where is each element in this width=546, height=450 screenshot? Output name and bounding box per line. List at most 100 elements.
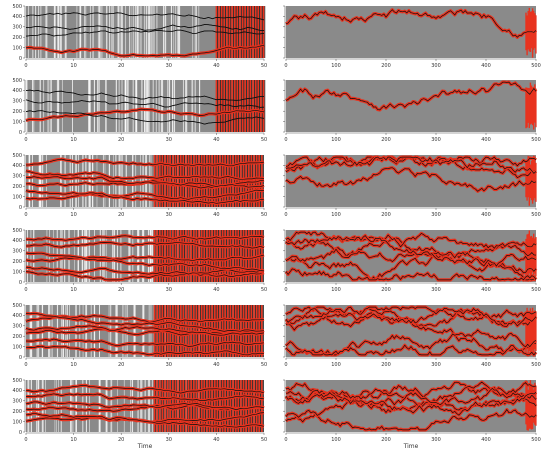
- series-line: [25, 325, 265, 336]
- series-line: [285, 167, 537, 192]
- x-tick-label: 10: [70, 63, 76, 69]
- x-tick-label: 500: [531, 287, 541, 293]
- series-line: [285, 408, 537, 431]
- x-tick-label: 10: [70, 437, 76, 443]
- x-tick-label: 0: [284, 287, 287, 293]
- y-tick-label: 500: [12, 378, 22, 384]
- panel-r4-right: 0 100 200 300 400 500: [283, 229, 541, 293]
- x-tick-label: 10: [70, 362, 76, 368]
- x-tick-label: 400: [481, 212, 491, 218]
- x-tick-label: 40: [213, 437, 219, 443]
- series-line: [25, 266, 265, 275]
- y-tick-label: 200: [12, 409, 22, 415]
- series-line: [25, 312, 265, 332]
- x-tick-label: 30: [166, 137, 172, 143]
- y-tick-label: 100: [12, 419, 22, 425]
- x-tick-label: 100: [331, 287, 341, 293]
- series-line: [285, 81, 537, 111]
- series-line: [25, 110, 265, 125]
- y-tick-label: 100: [12, 194, 22, 200]
- x-tick-label: 30: [166, 362, 172, 368]
- x-tick-label: 0: [284, 437, 287, 443]
- x-tick-label: 0: [284, 362, 287, 368]
- x-axis-title: Time: [137, 443, 153, 450]
- y-tick-label: 0: [19, 355, 22, 361]
- x-tick-label: 50: [261, 212, 267, 218]
- y-tick-label: 200: [12, 35, 22, 41]
- x-tick-label: 10: [70, 137, 76, 143]
- y-tick-label: 400: [12, 14, 22, 20]
- series-line: [25, 99, 265, 108]
- series-line: [285, 381, 537, 407]
- x-tick-label: 500: [531, 137, 541, 143]
- series-line: [25, 89, 265, 101]
- y-tick-label: 200: [12, 334, 22, 340]
- series-line: [25, 338, 265, 347]
- series-line: [25, 12, 265, 21]
- x-tick-label: 500: [531, 212, 541, 218]
- x-axis-title: Time: [403, 443, 419, 450]
- y-tick-label: 500: [12, 303, 22, 309]
- series-line: [25, 24, 265, 31]
- x-tick-label: 0: [24, 287, 27, 293]
- x-tick-label: 50: [261, 63, 267, 69]
- y-tick-label: 300: [12, 249, 22, 255]
- y-tick-label: 400: [12, 88, 22, 94]
- x-tick-label: 100: [331, 137, 341, 143]
- x-tick-label: 20: [118, 362, 124, 368]
- series-line: [285, 234, 537, 267]
- x-tick-label: 20: [118, 287, 124, 293]
- series-line: [25, 189, 265, 200]
- y-tick-label: 300: [12, 174, 22, 180]
- series-line: [25, 190, 265, 204]
- x-tick-label: 50: [261, 137, 267, 143]
- series-line: [25, 176, 265, 188]
- series-line: [285, 306, 537, 327]
- series-line: [25, 412, 265, 428]
- x-tick-label: 300: [431, 287, 441, 293]
- x-tick-label: 40: [213, 362, 219, 368]
- x-tick-label: 0: [24, 362, 27, 368]
- x-tick-label: 50: [261, 287, 267, 293]
- series-line: [285, 231, 537, 249]
- x-tick-label: 400: [481, 287, 491, 293]
- y-tick-label: 500: [12, 4, 22, 10]
- x-tick-label: 50: [261, 437, 267, 443]
- series-line: [285, 344, 537, 356]
- x-tick-label: 100: [331, 362, 341, 368]
- series-line: [285, 391, 537, 416]
- y-tick-label: 500: [12, 153, 22, 159]
- y-tick-label: 200: [12, 109, 22, 115]
- series-line: [285, 392, 537, 418]
- x-tick-label: 20: [118, 137, 124, 143]
- series-line: [25, 271, 265, 281]
- x-tick-label: 0: [24, 212, 27, 218]
- y-tick-label: 200: [12, 259, 22, 265]
- x-tick-label: 40: [213, 63, 219, 69]
- y-tick-label: 0: [19, 430, 22, 436]
- series-line: [25, 44, 265, 57]
- x-tick-label: 500: [531, 437, 541, 443]
- series-line: [285, 329, 537, 356]
- series-line: [25, 252, 265, 272]
- x-tick-label: 500: [531, 362, 541, 368]
- x-tick-label: 200: [381, 362, 391, 368]
- y-tick-label: 0: [19, 205, 22, 211]
- x-tick-label: 300: [431, 63, 441, 69]
- series-line: [25, 254, 265, 262]
- y-tick-label: 100: [12, 119, 22, 125]
- series-line: [25, 108, 265, 121]
- x-tick-label: 400: [481, 137, 491, 143]
- y-tick-label: 100: [12, 45, 22, 51]
- x-tick-label: 30: [166, 212, 172, 218]
- x-tick-label: 40: [213, 212, 219, 218]
- series-line: [25, 384, 265, 394]
- x-tick-label: 200: [381, 287, 391, 293]
